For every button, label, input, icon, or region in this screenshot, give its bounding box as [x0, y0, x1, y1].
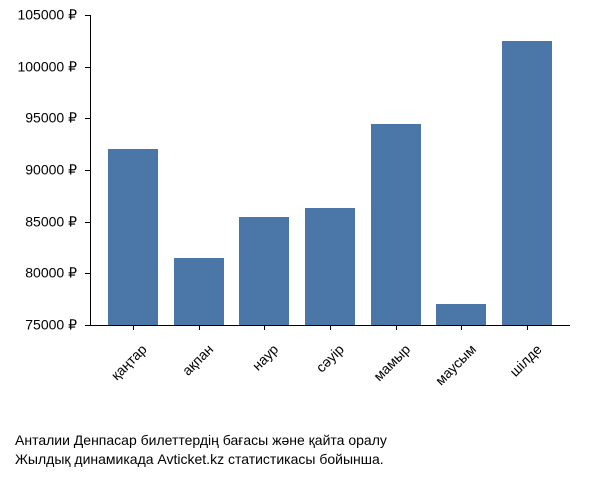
x-tick-label: маусым — [432, 341, 479, 388]
chart-caption: Анталии Денпасар билеттердің бағасы және… — [15, 431, 387, 470]
y-tick-label: 75000 ₽ — [25, 317, 77, 334]
y-tick — [85, 15, 90, 16]
y-tick — [85, 118, 90, 119]
y-tick — [85, 325, 90, 326]
y-tick — [85, 67, 90, 68]
x-tick — [330, 325, 331, 330]
x-tick-label: мамыр — [370, 341, 413, 384]
y-tick-label: 105000 ₽ — [17, 7, 77, 24]
y-tick-label: 100000 ₽ — [17, 58, 77, 75]
y-tick-label: 90000 ₽ — [25, 162, 77, 179]
bar — [239, 217, 289, 326]
x-axis-labels: қаңтар ақпан наур сәуір мамыр маусым шілде — [90, 335, 570, 425]
plot-area — [90, 15, 570, 325]
caption-line-2: Жылдық динамикада Avticket.kz статистика… — [15, 450, 387, 470]
x-tick-label: наур — [249, 341, 282, 374]
x-tick — [396, 325, 397, 330]
y-tick-label: 85000 ₽ — [25, 213, 77, 230]
x-tick — [527, 325, 528, 330]
x-tick-label: шілде — [506, 341, 545, 380]
y-tick — [85, 170, 90, 171]
bar — [502, 41, 552, 325]
bar — [174, 258, 224, 325]
x-tick — [461, 325, 462, 330]
x-tick-label: сәуір — [313, 341, 347, 375]
y-axis-labels: 75000 ₽80000 ₽85000 ₽90000 ₽95000 ₽10000… — [0, 15, 85, 325]
chart-container: 75000 ₽ 80000 ₽ 85000 ₽ 90000 ₽ 95000 ₽ 10000… — [0, 0, 600, 500]
bars-group — [90, 15, 570, 325]
x-tick — [264, 325, 265, 330]
bar — [108, 149, 158, 325]
x-tick-label: ақпан — [178, 341, 215, 378]
bar — [371, 124, 421, 326]
x-tick — [199, 325, 200, 330]
y-tick — [85, 222, 90, 223]
bar — [305, 208, 355, 325]
bar — [436, 304, 486, 325]
y-tick-label: 95000 ₽ — [25, 110, 77, 127]
x-tick — [133, 325, 134, 330]
caption-line-1: Анталии Денпасар билеттердің бағасы және… — [15, 431, 387, 451]
x-tick-label: қаңтар — [108, 341, 150, 383]
y-tick-label: 80000 ₽ — [25, 265, 77, 282]
y-tick — [85, 273, 90, 274]
